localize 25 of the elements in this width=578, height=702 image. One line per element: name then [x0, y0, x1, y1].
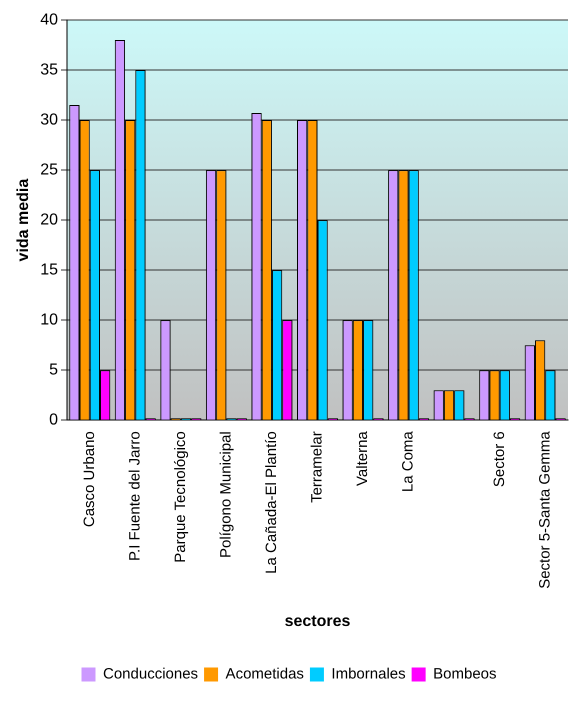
y-tick-label: 35	[40, 61, 58, 78]
y-axis-title: vida media	[15, 178, 32, 262]
legend-label: Imbornales	[331, 666, 406, 683]
x-tick-label: La Coma	[400, 430, 417, 492]
y-tick-label: 0	[49, 412, 58, 429]
x-tick-label: Sector 6	[490, 431, 508, 488]
y-tick-label: 15	[40, 262, 58, 279]
legend-label: Conducciones	[103, 666, 198, 683]
legend-label: Acometidas	[226, 666, 304, 683]
x-tick-label: La Cañada-El Plantío	[263, 431, 280, 574]
y-tick-label: 25	[40, 161, 58, 178]
y-tick-label: 40	[40, 11, 58, 28]
x-tick-label: Casco Urbano	[80, 431, 98, 528]
x-axis-title: sectores	[284, 612, 351, 630]
x-tick-label: P.I Fuente del Jarro	[126, 431, 144, 562]
x-tick-label: Polígono Municipal	[218, 431, 235, 558]
y-tick-label: 30	[40, 111, 58, 128]
x-tick-label: Parque Tecnológico	[172, 431, 189, 563]
x-tick-label: Valterna	[354, 430, 372, 486]
x-tick-label: Terramelar	[308, 431, 326, 503]
x-tick-label: Sector 5-Santa Gemma	[536, 430, 554, 589]
y-tick-label: 10	[40, 312, 58, 329]
y-tick-label: 20	[40, 212, 58, 229]
y-tick-label: 5	[49, 362, 58, 379]
legend-label: Bombeos	[433, 666, 497, 683]
